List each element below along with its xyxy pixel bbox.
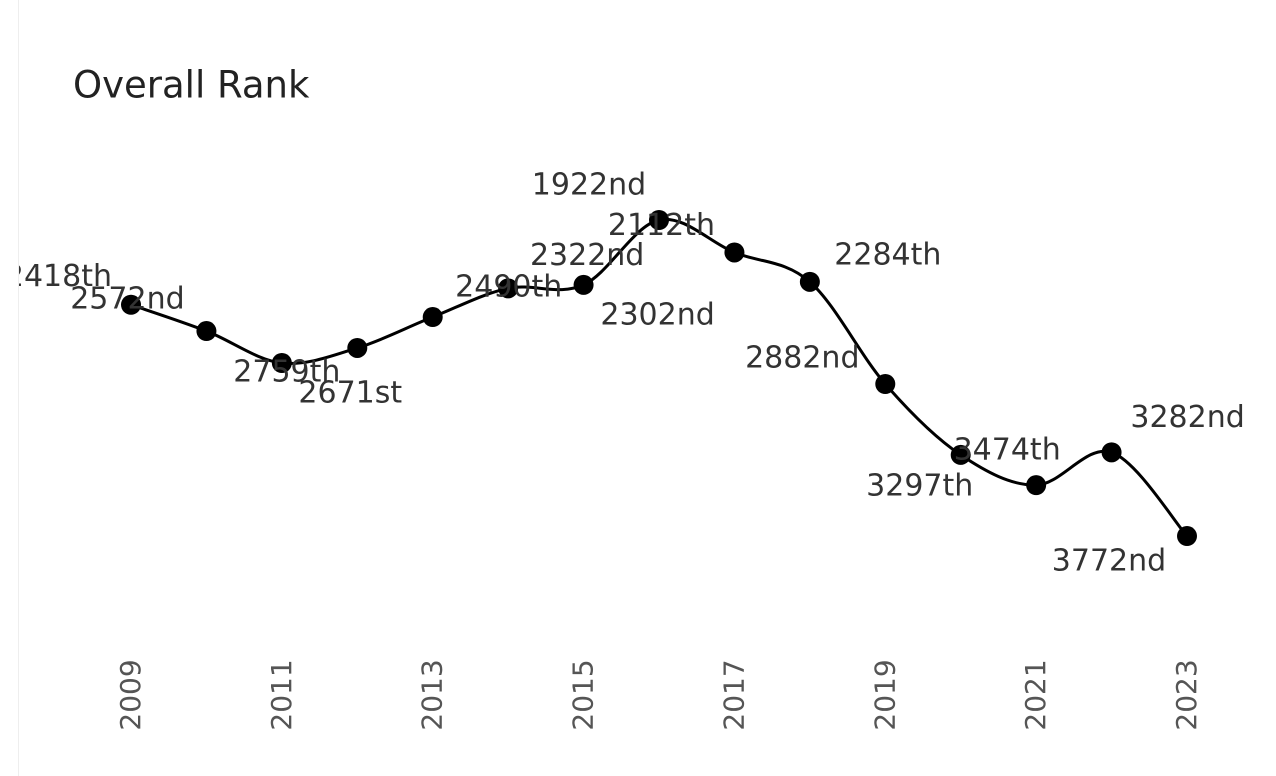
- point: [498, 278, 519, 299]
- data-label: 2490th: [455, 270, 562, 305]
- data-label: 2112th: [608, 208, 715, 243]
- point: [347, 337, 368, 358]
- x-tick-label: 2023: [1170, 659, 1203, 730]
- point: [196, 321, 217, 342]
- point: [1101, 442, 1122, 463]
- data-label: 2418th: [5, 259, 112, 294]
- point: [724, 242, 745, 263]
- data-label: 3297th: [866, 468, 973, 503]
- x-tick-label: 2019: [868, 659, 901, 730]
- data-label: 3772nd: [1052, 544, 1166, 579]
- data-label: 1922nd: [532, 168, 646, 203]
- x-tick-label: 2021: [1019, 659, 1052, 730]
- data-label: 2284th: [834, 237, 941, 272]
- point: [573, 274, 594, 295]
- data-label: 2572nd: [70, 282, 184, 317]
- point: [875, 374, 896, 395]
- data-label: 3282nd: [1130, 400, 1244, 435]
- x-tick-label: 2009: [114, 659, 147, 730]
- point: [271, 352, 292, 373]
- point: [1026, 475, 1047, 496]
- x-tick-label: 2015: [567, 659, 600, 730]
- point: [799, 271, 820, 292]
- line: [130, 217, 1189, 538]
- data-label: 3474th: [954, 433, 1061, 468]
- point: [1177, 526, 1197, 547]
- point: [649, 210, 669, 231]
- data-label: 2882nd: [745, 341, 859, 376]
- data-label: 2759th: [233, 354, 340, 389]
- chart-title: Overall Rank: [73, 64, 310, 107]
- point: [121, 294, 141, 315]
- point: [422, 307, 443, 328]
- data-label: 2322nd: [530, 238, 644, 273]
- x-tick-label: 2011: [265, 659, 298, 730]
- x-tick-label: 2017: [717, 659, 750, 730]
- data-label: 2302nd: [600, 297, 714, 332]
- point: [950, 444, 971, 465]
- data-label: 2671st: [298, 375, 402, 410]
- x-tick-label: 2013: [416, 659, 449, 730]
